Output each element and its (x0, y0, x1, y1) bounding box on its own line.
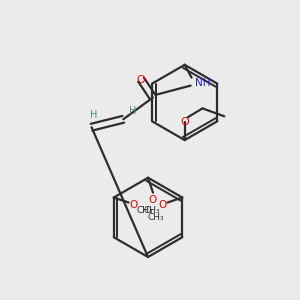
Text: CH₃: CH₃ (148, 213, 164, 222)
Text: O: O (180, 117, 189, 127)
Text: CH₃: CH₃ (143, 206, 160, 215)
Text: O: O (137, 75, 146, 85)
Text: NH: NH (195, 78, 210, 88)
Text: H: H (130, 106, 137, 116)
Text: H: H (90, 110, 97, 120)
Text: O: O (149, 194, 157, 205)
Text: CH₃: CH₃ (136, 206, 153, 215)
Text: O: O (129, 200, 138, 211)
Text: O: O (158, 200, 166, 211)
